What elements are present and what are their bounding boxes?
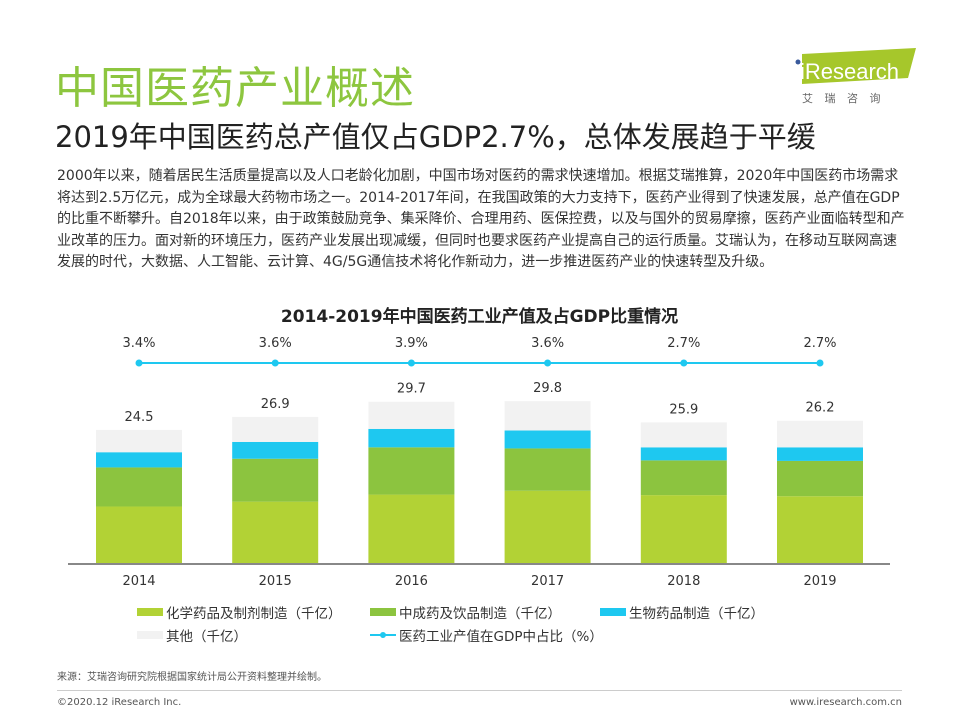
bar-segment-2	[504, 430, 591, 449]
legend-swatch	[600, 608, 626, 616]
body-paragraph: 2000年以来，随着居民生活质量提高以及人口老龄化加剧，中国市场对医药的需求快速…	[57, 168, 905, 270]
bar-segment-2	[96, 452, 182, 468]
legend-swatch	[370, 608, 396, 616]
legend-swatch	[137, 631, 163, 639]
gdp-share-point	[407, 359, 415, 367]
legend-label: 中成药及饮品制造（千亿）	[399, 606, 561, 622]
chart-title: 2014-2019年中国医药工业产值及占GDP比重情况	[280, 307, 679, 327]
bar-total-label: 29.8	[533, 381, 562, 396]
gdp-share-point	[680, 359, 688, 367]
gdp-share-point	[816, 359, 824, 367]
bar-segment-2	[777, 447, 863, 461]
page-subtitle: 2019年中国医药总产值仅占GDP2.7%，总体发展趋于平缓	[55, 120, 816, 154]
x-tick-label: 2019	[803, 574, 836, 589]
footer-divider	[57, 690, 902, 691]
legend-label: 生物药品制造（千亿）	[629, 606, 764, 622]
x-tick-label: 2016	[395, 574, 428, 589]
gdp-share-label: 2.7%	[667, 336, 700, 351]
legend-item-chemical: 化学药品及制剂制造（千亿）	[137, 602, 342, 622]
gdp-share-point	[271, 359, 279, 367]
legend-item-other: 其他（千亿）	[137, 625, 247, 645]
legend-item-gdp-share: 医药工业产值在GDP中占比（%）	[370, 625, 603, 645]
bar-total-label: 26.2	[806, 401, 835, 416]
bar-total-label: 29.7	[397, 382, 426, 397]
svg-text:艾 瑞 咨 询: 艾 瑞 咨 询	[802, 91, 885, 105]
svg-text:iResearch: iResearch	[800, 59, 899, 84]
bar-segment-2	[232, 441, 319, 459]
bar-segment-2	[368, 428, 455, 448]
bar-segment-1	[777, 460, 863, 497]
legend-label: 其他（千亿）	[166, 629, 247, 645]
bar-segment-0	[368, 494, 455, 563]
bar-segment-0	[777, 496, 863, 563]
bar-segment-0	[504, 490, 591, 563]
gdp-share-label: 3.4%	[122, 336, 155, 351]
bar-segment-1	[232, 458, 319, 502]
gdp-share-label: 3.9%	[395, 336, 428, 351]
bar-segment-1	[368, 447, 455, 495]
legend-label: 化学药品及制剂制造（千亿）	[166, 606, 342, 622]
bar-segment-1	[96, 467, 182, 507]
bar-segment-2	[640, 447, 727, 461]
page-title: 中国医药产业概述	[55, 63, 415, 114]
bar-segment-3	[368, 401, 455, 429]
gdp-share-label: 3.6%	[531, 336, 564, 351]
gdp-share-label: 3.6%	[259, 336, 292, 351]
x-tick-label: 2017	[531, 574, 564, 589]
bar-segment-1	[640, 460, 727, 496]
x-tick-label: 2014	[122, 574, 155, 589]
iresearch-logo: iResearch 艾 瑞 咨 询	[795, 48, 916, 105]
bar-segment-3	[96, 429, 182, 453]
x-tick-label: 2015	[259, 574, 292, 589]
gdp-share-point	[135, 359, 143, 367]
source-note: 来源：艾瑞咨询研究院根据国家统计局公开资料整理并绘制。	[57, 672, 327, 683]
legend-line-marker-icon	[370, 632, 396, 638]
bar-segment-0	[232, 501, 319, 563]
bar-segment-0	[640, 495, 727, 563]
bar-segment-3	[640, 422, 727, 448]
bar-segment-1	[504, 448, 591, 491]
bar-segment-3	[232, 416, 319, 442]
x-tick-label: 2018	[667, 574, 700, 589]
gdp-share-label: 2.7%	[803, 336, 836, 351]
bar-segment-3	[777, 420, 863, 448]
bar-total-label: 24.5	[125, 410, 154, 425]
bar-total-label: 25.9	[669, 402, 698, 417]
bar-segment-3	[504, 401, 591, 431]
legend-item-tcm: 中成药及饮品制造（千亿）	[370, 602, 561, 622]
website-link[interactable]: www.iresearch.com.cn	[789, 697, 902, 708]
bar-segment-0	[96, 506, 182, 563]
bar-total-label: 26.9	[261, 397, 290, 412]
legend-label: 医药工业产值在GDP中占比（%）	[399, 629, 603, 645]
copyright: ©2020.12 iResearch Inc.	[57, 697, 182, 708]
legend-swatch	[137, 608, 163, 616]
legend-item-bio: 生物药品制造（千亿）	[600, 602, 764, 622]
gdp-share-point	[544, 359, 552, 367]
